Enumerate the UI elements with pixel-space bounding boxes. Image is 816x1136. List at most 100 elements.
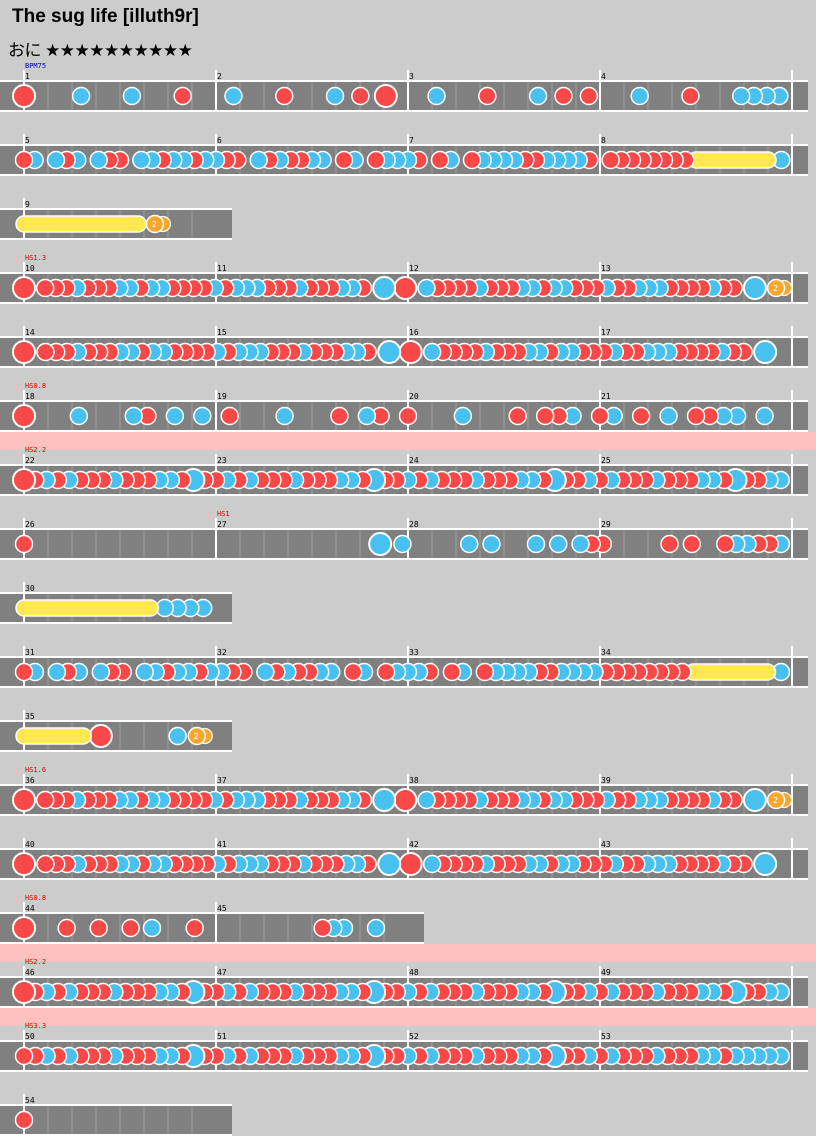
bar-number: 47 [217, 968, 227, 977]
bar-number: 44 [25, 904, 35, 913]
beat-line [287, 914, 289, 942]
beat-line [359, 914, 361, 942]
lane-edge-bottom [0, 494, 808, 496]
ka-note [325, 86, 345, 106]
lane-edge-bottom [0, 686, 808, 688]
lane-edge-top [0, 1040, 808, 1042]
big-ka-note [368, 532, 393, 556]
beat-line [455, 82, 457, 110]
lane-edge-top [0, 144, 808, 146]
bar-number: 43 [601, 840, 611, 849]
drumroll-note [687, 151, 777, 169]
bar-number: 45 [217, 904, 227, 913]
lane-edge-bottom [0, 558, 808, 560]
chart-row: 46 47 48 49 HS2.2 [0, 944, 816, 1008]
ka-note [357, 406, 377, 426]
beat-line [47, 402, 49, 430]
hs-tag: HS2.2 [25, 446, 46, 454]
bar-line [791, 966, 793, 1006]
beat-line [119, 82, 121, 110]
don-note [686, 406, 706, 426]
ka-note [168, 726, 187, 746]
beat-line [191, 402, 193, 430]
ka-note [417, 278, 436, 298]
beat-line [503, 402, 505, 430]
lane-edge-top [0, 656, 808, 658]
beat-line [479, 530, 481, 558]
bar-number: 28 [409, 520, 419, 529]
lane-edge-top [0, 80, 808, 82]
ka-note [422, 342, 442, 362]
bar-number: 18 [25, 392, 35, 401]
hs-tag: HS1 [217, 510, 230, 518]
ka-note [427, 86, 446, 106]
beat-line [623, 402, 625, 430]
bar-line [791, 454, 793, 494]
lane-edge-top [0, 336, 808, 338]
bar-number: 52 [409, 1032, 419, 1041]
bar-number: 16 [409, 328, 419, 337]
lane-edge-bottom [0, 1134, 232, 1136]
chart-row: 31 32 33 34 [0, 646, 808, 688]
lane-edge-top [0, 208, 232, 210]
lane-edge-bottom [0, 750, 232, 752]
bar-line [791, 70, 793, 110]
big-don-note [12, 84, 36, 108]
bar-line [215, 70, 217, 110]
lane-edge-bottom [0, 814, 808, 816]
bar-number: 33 [409, 648, 419, 657]
bar-line [407, 70, 409, 110]
beat-line [95, 402, 97, 430]
ka-note [256, 662, 275, 682]
beat-line [143, 1106, 145, 1134]
hs-tag: HS0.8 [25, 382, 46, 390]
lane-edge-bottom [0, 302, 808, 304]
bar-line [791, 134, 793, 174]
don-note [313, 918, 332, 938]
chart-row: 30 [0, 582, 232, 624]
bar-number: 30 [25, 584, 35, 593]
don-note [220, 406, 239, 426]
ka-note [47, 662, 67, 682]
beat-line [167, 530, 169, 558]
bar-number: 50 [25, 1032, 35, 1041]
lane-edge-top [0, 976, 808, 978]
don-note [14, 150, 34, 170]
don-note [57, 918, 76, 938]
don-note [508, 406, 527, 426]
bar-number: 39 [601, 776, 611, 785]
don-note [590, 406, 610, 426]
big-don-note [393, 276, 418, 300]
lane-edge-top [0, 912, 424, 914]
bar-number: 5 [25, 136, 30, 145]
beat-line [623, 530, 625, 558]
bar-line [791, 646, 793, 686]
beat-line [311, 82, 313, 110]
don-note [535, 406, 555, 426]
bar-line [599, 70, 601, 110]
don-note [14, 1110, 34, 1130]
beat-line [95, 82, 97, 110]
drumroll-note [684, 663, 777, 681]
chart-row: 10 11 12 13 HS1.3 2 [0, 254, 808, 304]
bar-number: 19 [217, 392, 227, 401]
ka-note [275, 406, 294, 426]
ka-note [453, 406, 473, 426]
beat-line [95, 530, 97, 558]
big-don-note [373, 84, 398, 108]
bar-line [791, 1030, 793, 1070]
bar-line [791, 262, 793, 302]
bar-number: 49 [601, 968, 611, 977]
beat-line [719, 82, 721, 110]
don-note [682, 534, 702, 554]
bar-number: 3 [409, 72, 414, 81]
bar-number: 10 [25, 264, 35, 273]
ka-note [482, 534, 501, 554]
balloon-count: 2 [152, 220, 157, 229]
beat-line [191, 1106, 193, 1134]
beat-line [311, 914, 313, 942]
don-note [35, 278, 55, 298]
ka-note [142, 918, 162, 938]
don-note [442, 662, 462, 682]
chart-row: 22 23 24 25 HS2.2 [0, 432, 816, 496]
